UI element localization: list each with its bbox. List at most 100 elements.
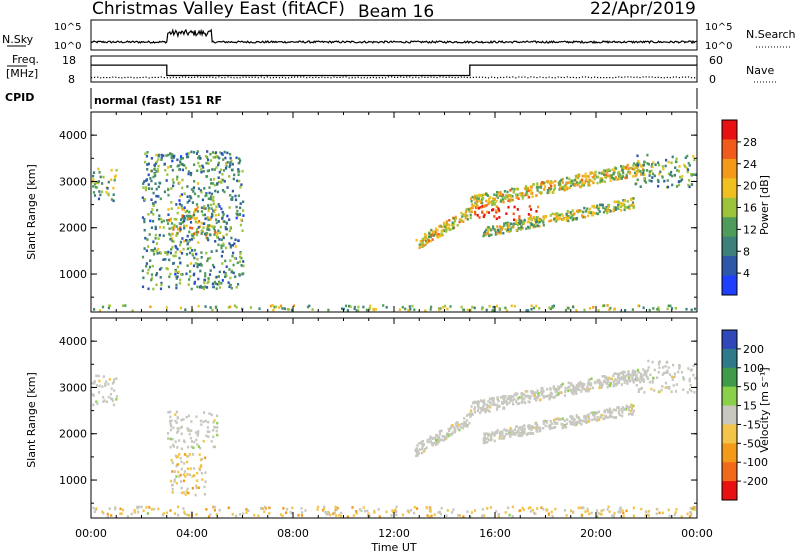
cell [671,183,674,187]
cell [214,282,217,285]
cell [687,183,690,187]
cell [184,210,187,214]
nave-point [681,76,684,78]
cell [667,304,670,308]
cell [509,189,512,192]
cell [162,512,165,515]
cell [470,206,473,210]
cell [579,185,582,188]
cell [553,186,557,190]
cell [639,372,643,376]
nave-point [269,77,271,79]
cell [420,442,423,446]
cell [527,400,530,403]
cell [237,168,240,171]
cell [493,193,496,196]
cell [130,512,133,516]
cell [472,401,475,404]
cell [512,212,515,216]
cell [206,426,209,429]
cell [177,505,180,509]
cell [583,206,586,210]
cell [196,169,199,172]
cell [530,428,533,431]
nave-point [194,76,196,78]
cell [180,460,183,464]
cell [504,306,507,310]
cell [465,424,468,428]
cell [167,213,170,216]
cell [484,441,487,444]
cell [535,220,538,223]
cell [572,384,575,388]
cell [449,427,452,430]
cell [175,464,178,468]
cell [542,426,545,430]
cell [622,199,625,202]
cell [214,426,217,429]
cell [176,446,179,449]
cell [682,388,685,391]
cell [473,196,476,199]
cell [533,217,536,221]
cell [664,365,667,368]
cell [609,410,612,414]
nave-point [375,77,377,79]
cell [207,162,210,165]
cell [104,384,107,387]
cell [183,510,186,514]
cell [612,408,615,411]
cell [502,231,505,235]
nave-point [539,76,541,78]
cell [143,220,146,224]
cell [214,189,217,193]
cell [528,205,531,208]
cell [522,393,525,397]
cell [482,407,486,411]
cell [511,505,514,509]
cell [234,194,237,198]
cell [175,283,178,287]
cell [165,511,168,515]
cell [228,206,231,209]
cell [512,189,516,193]
cell [176,158,179,162]
cell [195,438,198,442]
cell [564,386,567,390]
cell [113,175,117,179]
cell [629,405,632,408]
cell [93,381,96,385]
nave-point [242,76,244,78]
cell [112,403,116,407]
cell [219,231,222,234]
cell [150,278,153,282]
cell [518,219,521,223]
cell [178,222,181,225]
cell [636,368,640,372]
cell [647,163,650,166]
cell [523,427,526,431]
cell [553,385,556,388]
cell [666,307,669,311]
cell [445,226,448,229]
cell [535,398,538,401]
cell [493,439,496,443]
cell [433,513,436,517]
cell [476,200,479,203]
cell [199,447,202,450]
cell [446,509,449,512]
station-title: Christmas Valley East (fitACF) [92,0,345,19]
cell [549,187,552,191]
cell [569,211,572,214]
cell [632,374,635,377]
nave-point [281,76,284,78]
cell [608,376,611,380]
cell [338,514,341,517]
cell [586,507,589,511]
cell [189,436,193,440]
cell [196,221,199,224]
cell [621,509,624,512]
cell [690,308,693,312]
cell [477,401,481,404]
